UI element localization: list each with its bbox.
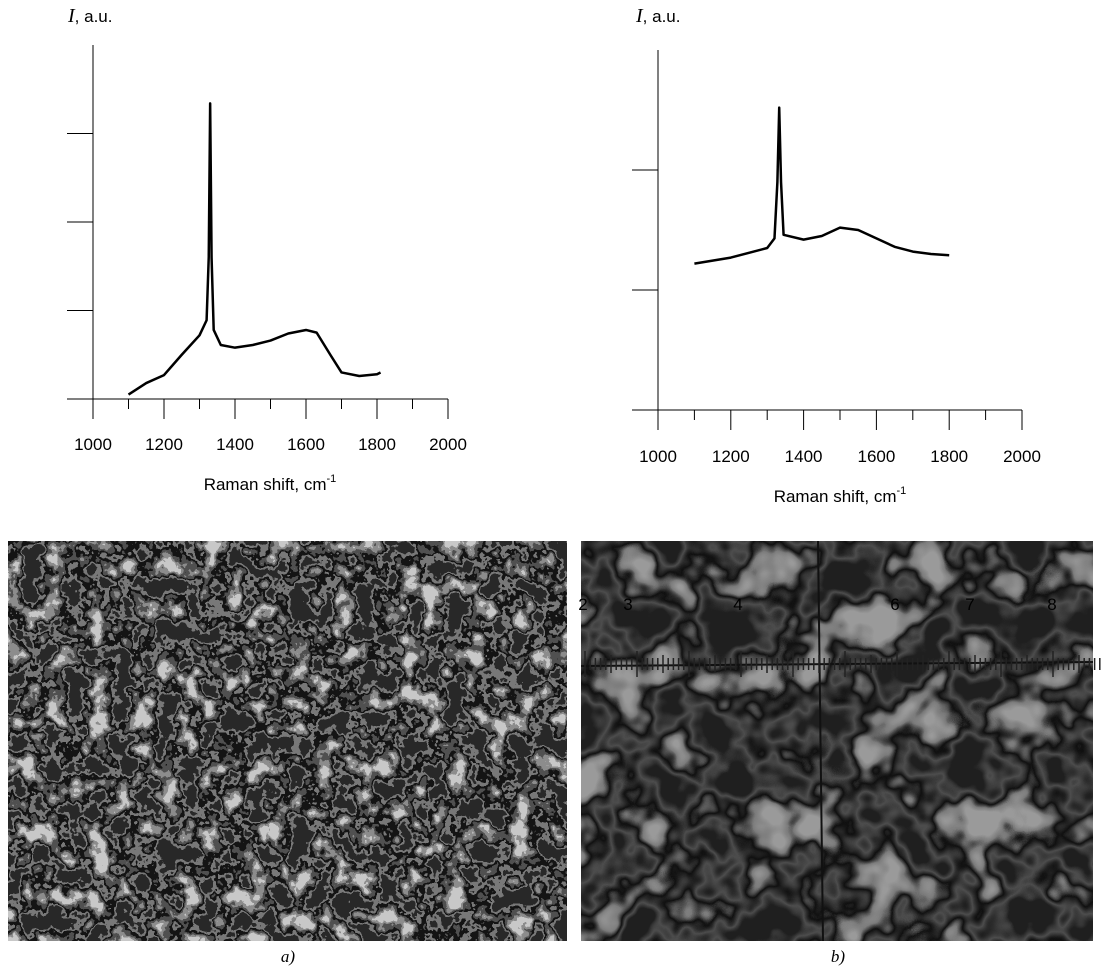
x-tick-label: 1000 bbox=[639, 447, 677, 466]
scale-digit: 7 bbox=[965, 595, 974, 614]
y-label-unit: , a.u. bbox=[643, 7, 681, 26]
scale-digit: 2 bbox=[578, 595, 587, 614]
x-tick-label: 1800 bbox=[358, 435, 396, 454]
x-tick-label: 1200 bbox=[145, 435, 183, 454]
scale-digit: 6 bbox=[890, 595, 899, 614]
x-tick-label: 2000 bbox=[429, 435, 467, 454]
panel-caption: b) bbox=[831, 947, 846, 966]
panel-caption: a) bbox=[281, 947, 296, 966]
x-tick-label: 1600 bbox=[287, 435, 325, 454]
scale-digit: 4 bbox=[733, 595, 742, 614]
x-tick-label: 1200 bbox=[712, 447, 750, 466]
y-label-symbol: I bbox=[635, 5, 644, 27]
x-tick-label: 2000 bbox=[1003, 447, 1041, 466]
y-label-unit: , a.u. bbox=[75, 7, 113, 26]
x-tick-label: 1400 bbox=[216, 435, 254, 454]
figure-labels: 2 3 4 6 7 8 a) b) bbox=[281, 595, 1057, 966]
x-tick-label: 1800 bbox=[930, 447, 968, 466]
spectrum-line bbox=[127, 102, 382, 396]
micrograph-b bbox=[580, 540, 1101, 942]
x-tick-label: 1400 bbox=[785, 447, 823, 466]
y-label-symbol: I bbox=[67, 5, 76, 27]
scale-digit: 8 bbox=[1047, 595, 1056, 614]
spectrum-line bbox=[694, 106, 950, 265]
raman-chart: 1000 1200 1400 1600 1800 2000 I, a.u. Raman shi… bbox=[632, 5, 1041, 506]
x-label-sup: -1 bbox=[897, 485, 907, 497]
y-axis-label: I, a.u. bbox=[635, 5, 680, 27]
y-axis-label: I, a.u. bbox=[67, 5, 112, 27]
x-tick-label: 1000 bbox=[74, 435, 112, 454]
micrograph-a bbox=[8, 541, 567, 941]
x-axis-label: Raman shift, cm-1 bbox=[204, 473, 337, 494]
x-label-sup: -1 bbox=[327, 473, 337, 485]
scale-digit: 3 bbox=[623, 595, 632, 614]
x-label-text: Raman shift, cm bbox=[204, 475, 327, 494]
x-axis-label: Raman shift, cm-1 bbox=[774, 485, 907, 506]
raman-chart: 1000 1200 1400 1600 1800 2000 I, a.u. Raman shi… bbox=[67, 5, 467, 494]
x-tick-label: 1600 bbox=[857, 447, 895, 466]
x-label-text: Raman shift, cm bbox=[774, 487, 897, 506]
